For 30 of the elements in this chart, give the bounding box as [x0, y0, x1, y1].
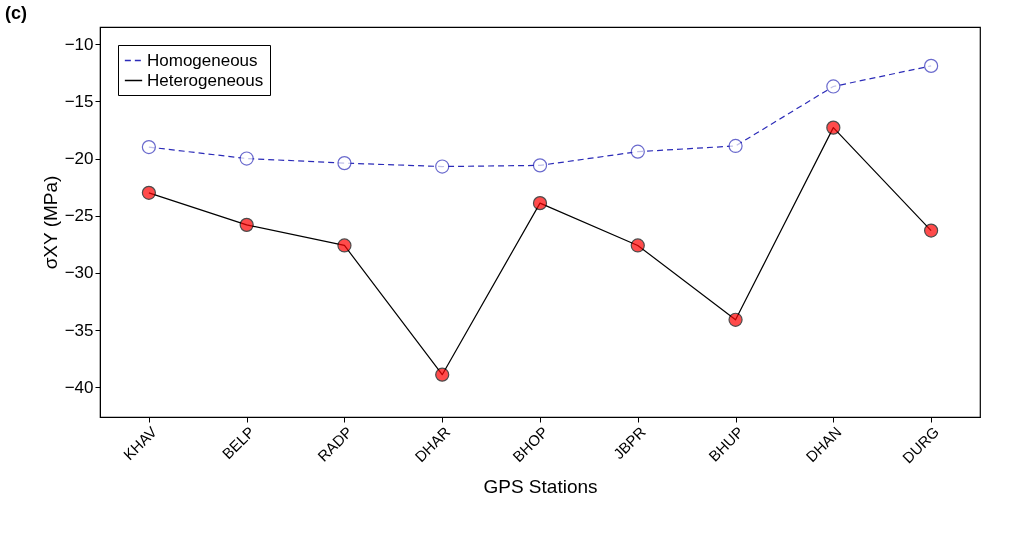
point [532, 196, 548, 211]
point [532, 158, 548, 173]
point [728, 312, 743, 327]
point [435, 367, 450, 382]
point [141, 139, 157, 155]
legend-label: Heterogeneous [147, 70, 264, 90]
legend-label: Homogeneous [147, 50, 258, 70]
point [826, 79, 841, 94]
y-tick-label: −20 [64, 149, 94, 169]
y-tick-label: −35 [64, 320, 94, 340]
point [728, 138, 743, 154]
y-tick-label: −25 [64, 206, 94, 226]
point [337, 155, 352, 171]
point [239, 151, 254, 166]
y-tick-label: −15 [64, 91, 94, 111]
point [630, 144, 645, 159]
y-tick-label: −40 [64, 377, 94, 397]
point [826, 120, 841, 135]
y-axis-title: σXY (MPa) [39, 175, 61, 270]
text: (c) [5, 3, 27, 23]
point [239, 217, 254, 232]
y-tick-label: −10 [64, 34, 94, 54]
x-axis-title: GPS Stations [483, 476, 598, 498]
point [141, 185, 157, 200]
point [923, 223, 939, 238]
point [630, 238, 645, 253]
y-tick-label: −30 [64, 263, 94, 283]
point [337, 238, 352, 253]
point [435, 159, 450, 174]
point [923, 58, 939, 73]
